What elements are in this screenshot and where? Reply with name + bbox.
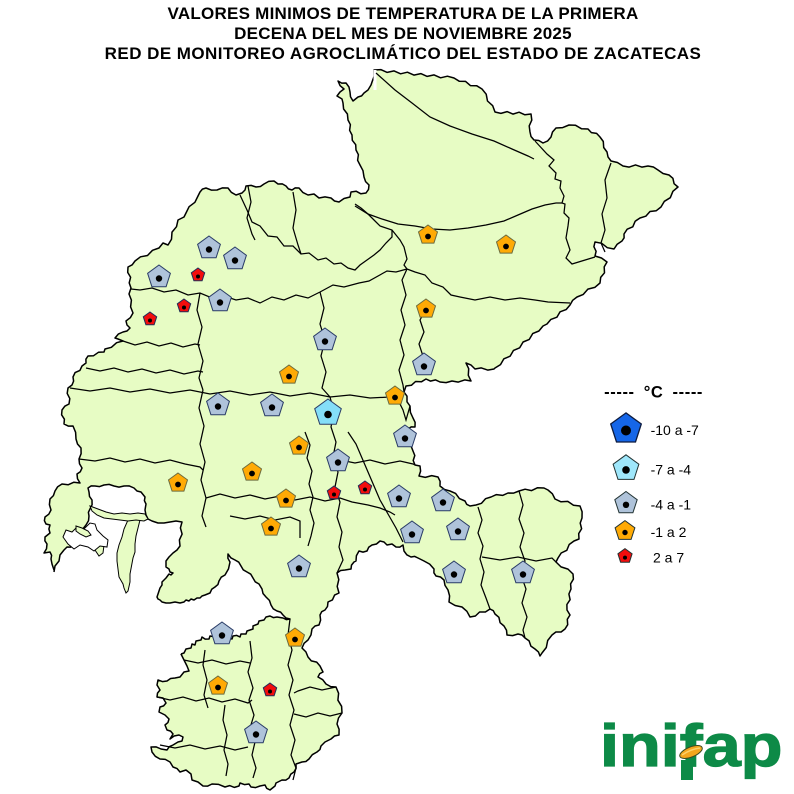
svg-text:VALORES MINIMOS DE TEMPERATURA: VALORES MINIMOS DE TEMPERATURA DE LA PRI… xyxy=(168,4,639,23)
svg-text:-1 a 2: -1 a 2 xyxy=(651,524,687,540)
svg-text:-10 a -7: -10 a -7 xyxy=(651,422,699,438)
svg-text:----- °C -----: ----- °C ----- xyxy=(604,384,703,402)
svg-text:2 a 7: 2 a 7 xyxy=(653,549,684,565)
svg-text:inifap: inifap xyxy=(600,712,782,778)
svg-text:-4 a -1: -4 a -1 xyxy=(651,497,692,513)
svg-text:RED DE MONITOREO AGROCLIMÁTICO: RED DE MONITOREO AGROCLIMÁTICO DEL ESTAD… xyxy=(105,44,702,63)
svg-text:-7 a -4: -7 a -4 xyxy=(651,462,692,478)
svg-text:DECENA DEL MES DE NOVIEMBRE 20: DECENA DEL MES DE NOVIEMBRE 2025 xyxy=(234,24,572,43)
